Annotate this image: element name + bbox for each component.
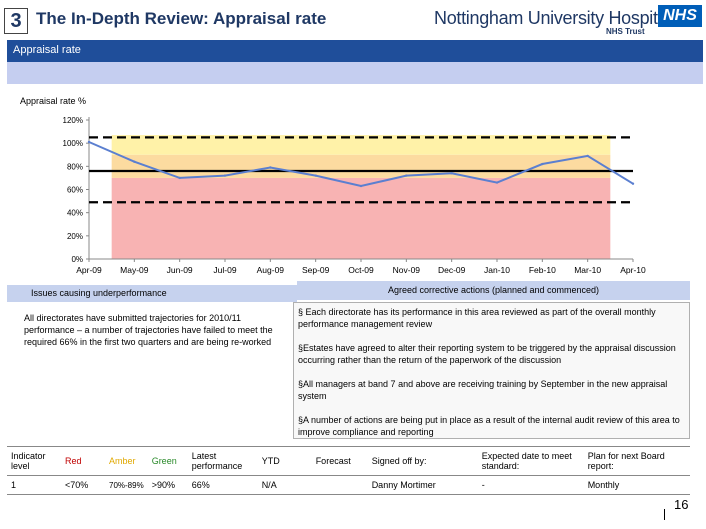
appraisal-rate-chart: Appraisal rate % 0% 20% 40% 60% 80% 100% 120% Ap… [20,96,646,275]
x-tick-label: Aug-09 [257,265,285,275]
chart-title: Appraisal rate % [20,96,86,106]
x-tick-label: Mar-10 [574,265,601,275]
kpi-header-row: Indicator level Red Amber Green Latest p… [7,446,690,476]
action-item: §A number of actions are being put in pl… [298,415,680,437]
section-banner: Appraisal rate [7,40,703,62]
data-point [178,176,181,180]
cell-ytd: N/A [257,475,312,495]
kpi-data-row: 1 <70% 70%-89% >90% 66% N/A Danny Mortim… [7,475,690,495]
logo-trust-label: NHS Trust [606,27,645,36]
data-point [405,174,408,177]
header-plan: Plan for next Board report: [583,446,690,476]
x-tick-label: Apr-09 [76,265,102,275]
y-tick-label: 40% [67,209,83,218]
header-amber: Amber [105,446,148,476]
data-point [133,160,136,163]
header-expected-date: Expected date to meet standard: [477,446,584,476]
x-tick-label: Jul-09 [213,265,236,275]
section-band [7,62,703,84]
data-point [87,140,91,144]
x-tick-label: May-09 [120,265,149,275]
cell-green: >90% [147,475,188,495]
data-point [450,172,453,175]
page-divider [664,509,665,520]
data-point [223,174,227,177]
y-tick-label: 60% [67,186,83,195]
cell-signed-off: Danny Mortimer [367,475,478,495]
action-item: § Each directorate has its performance i… [298,307,656,329]
action-item: §All managers at band 7 and above are re… [298,379,668,401]
band-amber [111,154,611,178]
cell-expected-date: - [477,475,584,495]
slide-number: 3 [4,8,28,34]
header-green: Green [147,446,188,476]
kpi-table: Indicator level Red Amber Green Latest p… [7,446,690,495]
y-tick-label: 120% [63,116,83,125]
actions-heading: Agreed corrective actions (planned and c… [297,281,690,300]
action-item: §Estates have agreed to alter their repo… [298,343,676,365]
actions-list: § Each directorate has its performance i… [293,302,690,439]
x-tick-label: Sep-09 [302,265,330,275]
cell-plan: Monthly [583,475,690,495]
page-title: The In-Depth Review: Appraisal rate [36,9,327,28]
data-point [631,182,635,185]
page-number: 16 [674,497,689,512]
header-ytd: YTD [257,446,312,476]
issues-heading: Issues causing underperformance [7,285,297,302]
cell-red: <70% [61,475,105,495]
data-point [586,154,589,158]
y-tick-label: 80% [67,162,83,171]
header-indicator-level: Indicator level [7,446,61,476]
band-red [111,177,611,259]
issues-text: All directorates have submitted trajecto… [24,313,273,347]
logo-organisation-name: Nottingham University Hospitals [434,8,680,28]
x-tick-label: Feb-10 [529,265,556,275]
y-tick-label: 20% [67,232,83,241]
data-point [359,184,363,188]
nhs-logo: NHS [658,5,702,27]
section-banner-label: Appraisal rate [13,44,81,56]
x-tick-label: Apr-10 [620,265,646,275]
header-red: Red [61,446,105,476]
data-point [269,166,272,169]
header-signed-off: Signed off by: [367,446,478,476]
cell-forecast [311,475,368,495]
cell-latest-performance: 66% [187,475,258,495]
cell-indicator-level: 1 [7,475,61,495]
header-latest-performance: Latest performance [187,446,258,476]
x-tick-label: Jan-10 [484,265,510,275]
y-tick-label: 100% [63,139,83,148]
data-point [495,181,499,184]
x-tick-label: Dec-09 [438,265,466,275]
x-tick-label: Jun-09 [167,265,193,275]
data-point [541,162,544,166]
x-tick-label: Oct-09 [348,265,374,275]
band-green [111,135,611,155]
cell-amber: 70%-89% [105,475,148,495]
data-point [314,174,317,177]
x-tick-label: Nov-09 [393,265,421,275]
y-tick-label: 0% [71,255,83,264]
header-forecast: Forecast [311,446,368,476]
